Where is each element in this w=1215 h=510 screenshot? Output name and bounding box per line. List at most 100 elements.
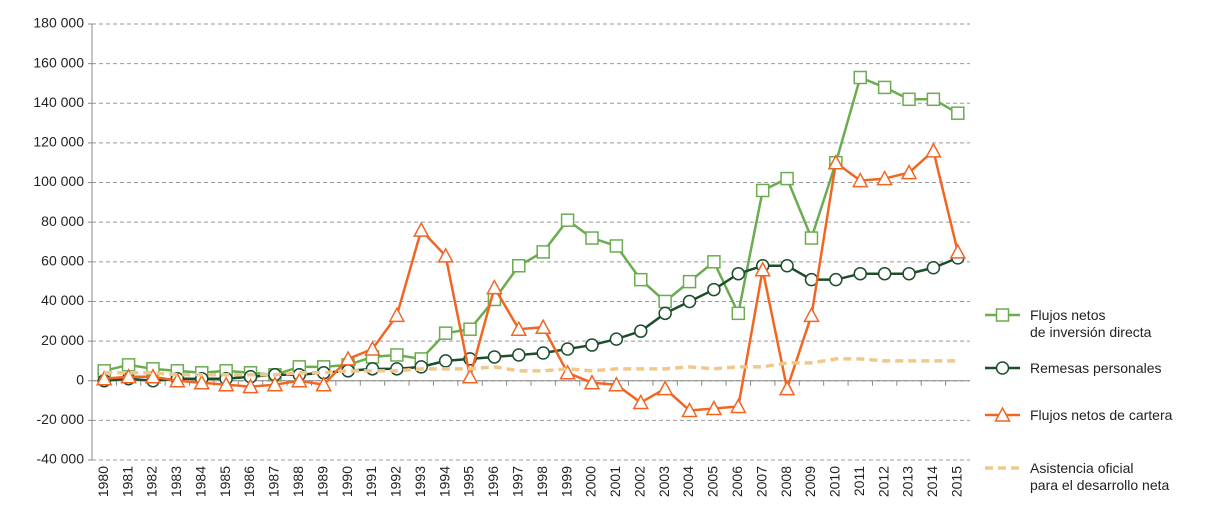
point <box>634 324 648 338</box>
point <box>609 332 624 346</box>
y-tick-label: 140 000 <box>33 94 84 110</box>
x-tick-label: 2015 <box>949 466 965 497</box>
point <box>632 393 650 410</box>
point <box>804 231 819 245</box>
point <box>754 261 771 277</box>
y-tick-label: 60 000 <box>41 253 84 269</box>
point <box>705 399 723 416</box>
x-tick-label: 2001 <box>607 466 623 497</box>
series-line <box>103 75 959 377</box>
point <box>707 255 721 269</box>
point <box>925 142 942 158</box>
x-tick-label: 1982 <box>144 466 160 497</box>
point <box>829 272 843 287</box>
x-tick-label: 1992 <box>388 466 404 497</box>
legend-label: Flujos netos de inversión directa <box>1030 306 1152 340</box>
point <box>390 348 404 362</box>
point <box>536 245 550 259</box>
series-line <box>104 256 959 382</box>
point <box>949 243 967 259</box>
point <box>414 360 428 374</box>
point <box>682 274 697 289</box>
y-tick-label: 180 000 <box>33 15 84 31</box>
y-tick-label: 120 000 <box>33 134 84 150</box>
point <box>755 183 770 198</box>
y-tick-label: 100 000 <box>33 173 84 189</box>
y-tick-label: -20 000 <box>37 411 85 427</box>
point <box>438 354 453 368</box>
x-tick-label: 1988 <box>290 466 306 497</box>
y-tick-label: 40 000 <box>41 292 84 308</box>
point <box>291 372 308 388</box>
x-tick-label: 2004 <box>680 466 696 497</box>
point <box>365 362 380 376</box>
point <box>877 266 892 281</box>
x-tick-label: 2002 <box>631 466 647 497</box>
point <box>339 350 357 366</box>
x-tick-label: 2009 <box>802 466 818 497</box>
point <box>585 338 599 352</box>
y-tick-label: 160 000 <box>33 54 84 70</box>
x-tick-label: 1993 <box>412 466 428 497</box>
point <box>120 368 137 384</box>
point <box>609 239 624 253</box>
point <box>681 401 698 418</box>
legend-label: Flujos netos de cartera <box>1030 406 1173 423</box>
point <box>780 171 794 186</box>
x-tick-label: 1997 <box>510 466 526 497</box>
legend-marker <box>995 361 1010 375</box>
point <box>583 374 601 390</box>
point <box>534 318 552 334</box>
x-tick-label: 2010 <box>827 466 843 497</box>
legend-marker <box>994 406 1011 422</box>
point <box>731 266 746 281</box>
point <box>951 106 965 120</box>
point <box>242 378 259 394</box>
point <box>512 348 526 362</box>
point <box>877 80 892 95</box>
x-tick-label: 2007 <box>753 466 769 497</box>
x-tick-label: 1989 <box>314 466 330 497</box>
x-tick-label: 1981 <box>119 466 135 497</box>
point <box>510 320 528 336</box>
point <box>438 326 453 340</box>
point <box>658 306 672 321</box>
x-tick-label: 2000 <box>583 466 599 497</box>
point <box>193 374 211 390</box>
point <box>656 380 674 396</box>
x-tick-label: 2006 <box>729 466 745 497</box>
point <box>560 213 575 227</box>
point <box>778 380 796 396</box>
point <box>461 368 479 384</box>
y-tick-label: 80 000 <box>41 213 84 229</box>
x-tick-label: 2003 <box>656 466 672 497</box>
point <box>827 154 845 170</box>
x-tick-label: 1987 <box>266 466 282 497</box>
x-tick-label: 1994 <box>436 466 452 497</box>
x-tick-label: 1983 <box>168 466 184 497</box>
point <box>902 266 916 281</box>
x-tick-label: 2005 <box>705 466 721 497</box>
point <box>463 322 477 336</box>
point <box>803 306 820 323</box>
x-tick-label: 1999 <box>558 466 574 497</box>
point <box>437 247 454 263</box>
point <box>486 278 503 295</box>
point <box>634 272 648 287</box>
point <box>902 92 916 107</box>
x-tick-label: 2014 <box>924 466 940 497</box>
point <box>315 376 332 392</box>
point <box>144 368 162 384</box>
legend-label: Asistencia oficial para el desarrollo ne… <box>1030 459 1170 493</box>
point <box>585 231 599 245</box>
x-tick-label: 2013 <box>900 466 916 497</box>
legend-marker <box>995 308 1010 322</box>
point <box>390 362 404 376</box>
point <box>608 376 625 392</box>
point <box>512 259 526 273</box>
point <box>926 261 941 275</box>
x-tick-label: 1996 <box>485 466 501 497</box>
x-tick-label: 1986 <box>241 466 257 497</box>
point <box>266 376 284 392</box>
